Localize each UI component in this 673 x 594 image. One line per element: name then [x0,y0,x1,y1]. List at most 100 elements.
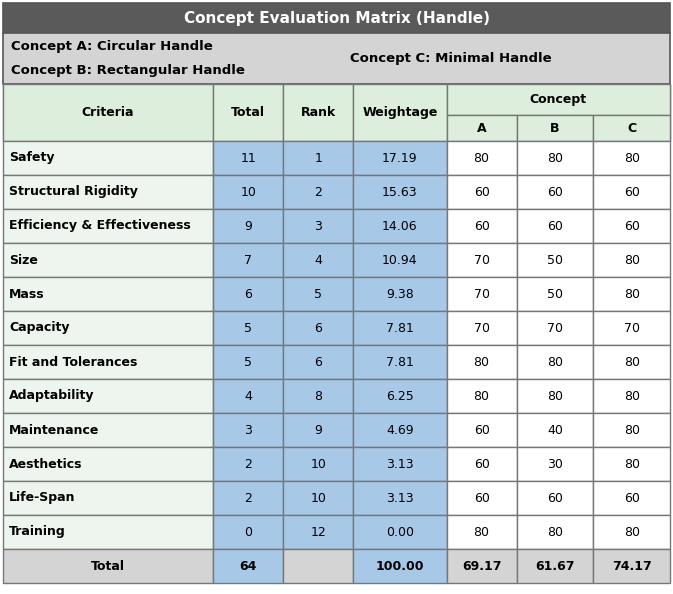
Text: 80: 80 [624,254,639,267]
Text: Concept Evaluation Matrix (Handle): Concept Evaluation Matrix (Handle) [184,11,489,26]
Bar [594,115,670,141]
Bar [3,175,213,209]
Text: 11: 11 [240,151,256,165]
Bar [594,209,670,243]
Text: 5: 5 [244,321,252,334]
Text: 3: 3 [314,220,322,232]
Bar [353,277,447,311]
Bar [517,447,594,481]
Text: 7.81: 7.81 [386,355,414,368]
Text: 14.06: 14.06 [382,220,418,232]
Text: 80: 80 [474,390,489,403]
Text: 50: 50 [547,254,563,267]
Text: Capacity: Capacity [9,321,69,334]
Bar [213,84,283,141]
Bar [283,277,353,311]
Text: Training: Training [9,526,66,539]
Text: 4.69: 4.69 [386,424,414,437]
Text: 80: 80 [547,390,563,403]
Bar [594,175,670,209]
Text: C: C [627,122,636,134]
Bar [3,84,670,141]
Bar [594,549,670,583]
Bar [447,481,517,515]
Text: 60: 60 [547,220,563,232]
Bar [353,141,447,175]
Bar [517,141,594,175]
Bar [353,84,447,141]
Bar [283,515,353,549]
Text: Rank: Rank [301,106,336,119]
Text: 9: 9 [314,424,322,437]
Text: 12: 12 [310,526,326,539]
Text: 80: 80 [474,526,489,539]
Bar [517,277,594,311]
Text: 40: 40 [547,424,563,437]
Bar [213,515,283,549]
Text: 9: 9 [244,220,252,232]
Bar [447,515,517,549]
Bar [353,311,447,345]
Text: Aesthetics: Aesthetics [9,457,83,470]
Text: 2: 2 [244,491,252,504]
Text: 70: 70 [474,321,489,334]
Bar [3,379,213,413]
Bar [353,379,447,413]
Bar [447,345,517,379]
Text: 60: 60 [624,185,639,198]
Text: 4: 4 [314,254,322,267]
Text: A: A [476,122,487,134]
Text: Structural Rigidity: Structural Rigidity [9,185,138,198]
Bar [594,413,670,447]
Text: Weightage: Weightage [362,106,437,119]
Text: 9.38: 9.38 [386,287,414,301]
Bar [353,413,447,447]
Bar [353,549,447,583]
Bar [447,84,670,115]
Text: 70: 70 [624,321,639,334]
Bar [283,311,353,345]
Text: 1: 1 [314,151,322,165]
Text: 60: 60 [474,185,489,198]
Text: 74.17: 74.17 [612,560,651,573]
Text: 80: 80 [547,151,563,165]
Bar [517,345,594,379]
Text: 10: 10 [240,185,256,198]
Text: 2: 2 [314,185,322,198]
Bar [3,515,213,549]
Bar [447,447,517,481]
Text: 3.13: 3.13 [386,491,414,504]
Text: Mass: Mass [9,287,44,301]
Bar [283,549,353,583]
Bar [3,447,213,481]
Bar [3,481,213,515]
Bar [213,311,283,345]
Bar [517,481,594,515]
Bar [353,345,447,379]
Text: Maintenance: Maintenance [9,424,100,437]
Text: 80: 80 [547,526,563,539]
Bar [213,447,283,481]
Text: 80: 80 [624,151,639,165]
Text: 7: 7 [244,254,252,267]
Text: 80: 80 [474,355,489,368]
Bar [3,84,213,141]
Text: 80: 80 [624,390,639,403]
Bar [213,243,283,277]
Bar [283,345,353,379]
Text: 4: 4 [244,390,252,403]
Bar [213,481,283,515]
Text: 64: 64 [240,560,257,573]
Bar [447,277,517,311]
Text: 10: 10 [310,491,326,504]
Bar [447,311,517,345]
Bar [213,175,283,209]
Text: Total: Total [231,106,265,119]
Bar [213,345,283,379]
Text: 2: 2 [244,457,252,470]
Bar [594,515,670,549]
Bar [447,115,517,141]
Bar [283,141,353,175]
Bar [213,549,283,583]
Bar [3,549,213,583]
